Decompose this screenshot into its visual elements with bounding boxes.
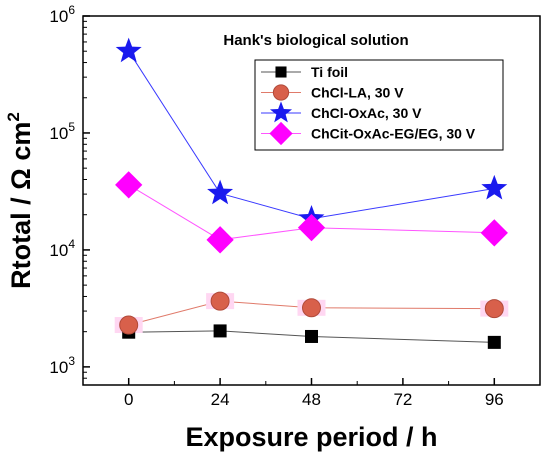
y-tick-label: 104 [49,237,75,260]
series-line-1 [128,300,495,326]
legend-items: Ti foil ChCl-LA, 30 V ChCl-OxAc, 30 V ChCit… [261,64,476,146]
y-tick-label: 106 [49,3,75,26]
legend-label: ChCit-OxAc-EG/EG, 30 V [311,126,476,142]
data-point [213,324,227,338]
series-line-0 [128,330,495,343]
x-tick-label: 72 [393,390,412,409]
series-layer [114,37,509,349]
y-axis-label-main: Rtotal / Ω cm [6,122,36,289]
data-point [210,291,230,311]
legend-label: ChCl-LA, 30 V [311,85,404,101]
legend-box [254,59,504,151]
x-tick-label: 96 [485,390,504,409]
legend-label: Ti foil [311,64,348,80]
data-point [115,171,143,199]
legend-marker [269,101,293,123]
data-point [305,329,318,343]
x-tick-label: 24 [211,390,230,409]
legend: Ti foil ChCl-LA, 30 V ChCl-OxAc, 30 V ChCit… [254,59,504,151]
chart-annotation: Hank's biological solution [223,32,408,49]
data-point [484,299,504,319]
y-tick-label: 103 [49,354,75,377]
data-point [115,37,142,63]
data-point [206,226,234,254]
data-point [480,219,508,247]
legend-marker [272,84,290,101]
legend-marker [275,66,287,78]
axes-layer: 0 24 48 72 96 103 104 105 106 [49,3,503,409]
y-tick-label: 105 [49,120,75,143]
data-point [297,214,326,242]
data-point [481,174,508,200]
series-line-3 [128,184,495,241]
x-axis-label: Exposure period / h [185,422,437,452]
y-axis-label-superscript: 2 [4,112,23,121]
x-tick-label: 0 [124,390,133,409]
data-point [119,315,139,335]
x-tick-label: 48 [302,390,321,409]
series-line-2 [128,50,495,220]
legend-marker [269,121,293,146]
data-point [302,298,321,318]
legend-label: ChCl-OxAc, 30 V [311,105,422,121]
y-axis-label: Rtotal / Ω cm2 [4,112,36,289]
data-point [487,335,501,349]
data-point [207,179,234,205]
